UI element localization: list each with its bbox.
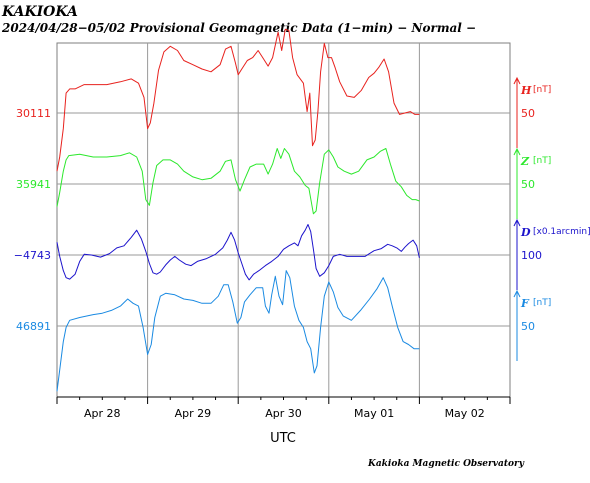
- series-layer: [56, 28, 420, 392]
- baseline-d: −4743: [14, 249, 51, 262]
- component-d-unit: [x0.1arcmin]: [533, 227, 590, 237]
- component-f-name: F: [520, 297, 530, 310]
- component-z-name: Z: [520, 155, 530, 168]
- station-title: KAKIOKA: [1, 4, 78, 20]
- component-d-name: D: [520, 226, 531, 239]
- chart-subtitle: 2024/04/28−05/02 Provisional Geomagnetic…: [1, 21, 476, 35]
- scale-arrow-h: [513, 76, 521, 85]
- component-z-scale: 50: [521, 178, 535, 191]
- plot-frame: [56, 42, 511, 398]
- scale-arrow-d: [513, 218, 521, 227]
- series-f-line: [56, 270, 420, 392]
- component-h-unit: [nT]: [533, 85, 551, 95]
- component-h-scale: 50: [521, 107, 535, 120]
- x-tick-label: May 02: [445, 407, 485, 420]
- component-d-scale: 100: [521, 249, 542, 262]
- component-f-unit: [nT]: [533, 298, 551, 308]
- observatory-credit: Kakioka Magnetic Observatory: [367, 459, 525, 469]
- x-axis-label: UTC: [270, 431, 296, 446]
- x-tick-label: Apr 29: [175, 407, 212, 420]
- baseline-z: 35941: [16, 178, 51, 191]
- scale-arrow-f: [513, 289, 521, 298]
- plot-grid: [56, 42, 511, 398]
- x-tick-label: Apr 28: [84, 407, 121, 420]
- baseline-h: 30111: [16, 107, 51, 120]
- baseline-f: 46891: [16, 320, 51, 333]
- x-tick-label: Apr 30: [265, 407, 302, 420]
- scale-arrow-z: [513, 147, 521, 156]
- baseline-labels: 30111 35941 −4743 46891: [14, 107, 51, 333]
- series-d-line: [56, 224, 420, 281]
- component-z-unit: [nT]: [533, 156, 551, 166]
- x-tick-label: May 01: [354, 407, 394, 420]
- component-h-name: H: [520, 84, 532, 97]
- series-h-line: [56, 28, 420, 172]
- component-f-scale: 50: [521, 320, 535, 333]
- series-z-line: [56, 148, 420, 215]
- x-axis-ticks: Apr 28 Apr 29 Apr 30 May 01 May 02: [56, 396, 511, 420]
